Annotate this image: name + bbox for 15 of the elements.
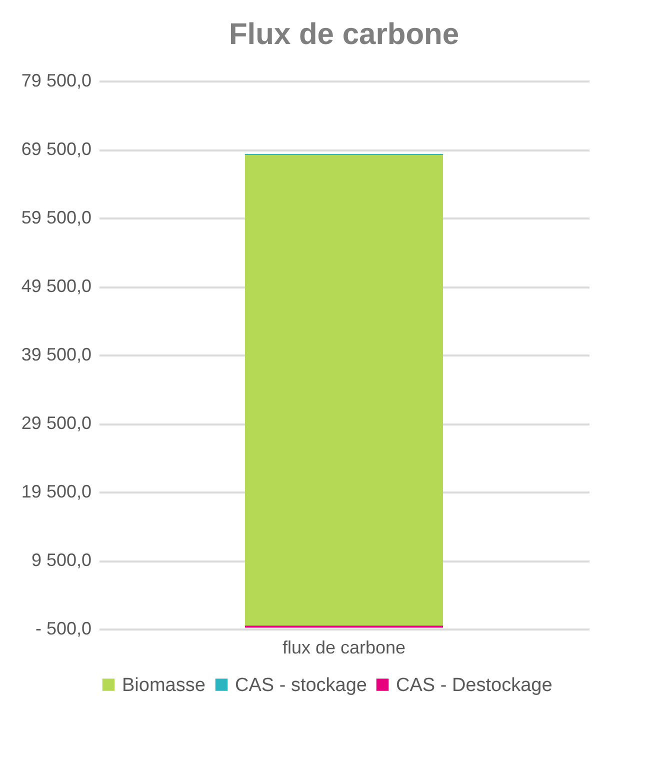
y-tick-label: 59 500,0 <box>21 208 92 228</box>
x-tick-label: flux de carbone <box>282 638 406 658</box>
legend-label: CAS - Destockage <box>396 674 552 696</box>
y-tick-label: 39 500,0 <box>21 344 92 364</box>
y-tick-label: 19 500,0 <box>21 482 92 502</box>
y-tick-label: - 500,0 <box>35 618 92 638</box>
y-tick-label: 49 500,0 <box>21 276 92 296</box>
bar <box>245 154 443 626</box>
chart-title: Flux de carbone <box>228 18 460 51</box>
legend-label: Biomasse <box>122 674 206 696</box>
y-tick-label: 29 500,0 <box>21 413 92 433</box>
legend-label: CAS - stockage <box>235 674 367 696</box>
y-tick-label: 69 500,0 <box>21 139 92 159</box>
y-tick-label: 9 500,0 <box>31 550 92 570</box>
y-tick-label: 79 500,0 <box>21 70 92 90</box>
